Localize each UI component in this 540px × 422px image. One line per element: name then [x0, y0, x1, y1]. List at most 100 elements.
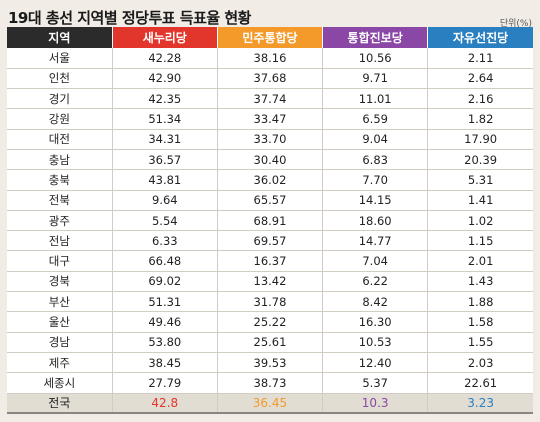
page-title: 19대 총선 지역별 정당투표 득표율 현황 [8, 9, 252, 27]
table-row: 인천 42.90 37.68 9.71 2.64 [7, 68, 533, 90]
cell-tonghap: 7.70 [322, 169, 428, 191]
cell-tonghap: 11.01 [322, 88, 428, 110]
cell-tonghap: 9.04 [322, 129, 428, 150]
cell-minju: 39.53 [216, 352, 323, 374]
table-row: 울산 49.46 25.22 16.30 1.58 [7, 311, 533, 333]
cell-minju: 37.74 [216, 88, 323, 110]
cell-jayu: 2.01 [427, 250, 533, 272]
table-row: 경남 53.80 25.61 10.53 1.55 [7, 332, 533, 353]
cell-saenuri: 6.33 [111, 230, 218, 252]
cell-jayu: 5.31 [427, 169, 533, 191]
header-jayu: 자유선진당 [427, 27, 533, 48]
cell-saenuri: 43.81 [111, 169, 218, 191]
table-row: 부산 51.31 31.78 8.42 1.88 [7, 291, 533, 313]
cell-minju: 25.61 [216, 332, 323, 353]
cell-saenuri: 42.35 [111, 88, 218, 110]
cell-tonghap: 12.40 [322, 352, 428, 374]
cell-region: 강원 [7, 108, 113, 130]
cell-region: 경북 [7, 271, 113, 293]
total-tonghap: 10.3 [322, 392, 428, 415]
cell-region: 경남 [7, 332, 113, 353]
table-row: 광주 5.54 68.91 18.60 1.02 [7, 210, 533, 232]
cell-region: 서울 [7, 48, 113, 69]
cell-jayu: 1.55 [427, 332, 533, 353]
cell-saenuri: 42.90 [111, 68, 218, 90]
table-body: 서울 42.28 38.16 10.56 2.11 인천 42.90 37.68 9.71 2.6… [7, 48, 533, 394]
cell-minju: 25.22 [216, 311, 323, 333]
cell-minju: 68.91 [216, 210, 323, 232]
cell-minju: 36.02 [216, 169, 323, 191]
cell-region: 세종시 [7, 372, 113, 394]
cell-tonghap: 10.53 [322, 332, 428, 353]
cell-jayu: 1.02 [427, 210, 533, 232]
cell-jayu: 2.16 [427, 88, 533, 110]
cell-minju: 33.70 [216, 129, 323, 150]
cell-region: 부산 [7, 291, 113, 313]
table-row: 강원 51.34 33.47 6.59 1.82 [7, 108, 533, 130]
cell-minju: 65.57 [216, 190, 323, 211]
cell-tonghap: 6.59 [322, 108, 428, 130]
cell-minju: 69.57 [216, 230, 323, 252]
cell-region: 울산 [7, 311, 113, 333]
total-saenuri: 42.8 [111, 392, 218, 415]
cell-region: 제주 [7, 352, 113, 374]
vote-share-table: 지역 새누리당 민주통합당 통합진보당 자유선진당 서울 42.28 38.16 10… [7, 27, 533, 415]
cell-tonghap: 5.37 [322, 372, 428, 394]
table-row: 서울 42.28 38.16 10.56 2.11 [7, 48, 533, 69]
cell-saenuri: 51.31 [111, 291, 218, 313]
cell-tonghap: 10.56 [322, 48, 428, 69]
header-saenuri: 새누리당 [111, 27, 218, 48]
cell-region: 경기 [7, 88, 113, 110]
total-jayu: 3.23 [427, 392, 533, 415]
cell-saenuri: 53.80 [111, 332, 218, 353]
cell-region: 인천 [7, 68, 113, 90]
table-row: 제주 38.45 39.53 12.40 2.03 [7, 352, 533, 374]
cell-jayu: 2.11 [427, 48, 533, 69]
header-minju: 민주통합당 [216, 27, 323, 48]
cell-tonghap: 14.77 [322, 230, 428, 252]
cell-tonghap: 7.04 [322, 250, 428, 272]
cell-minju: 33.47 [216, 108, 323, 130]
total-minju: 36.45 [216, 392, 323, 415]
cell-minju: 30.40 [216, 149, 323, 171]
cell-region: 광주 [7, 210, 113, 232]
table-row: 경기 42.35 37.74 11.01 2.16 [7, 88, 533, 110]
cell-jayu: 2.64 [427, 68, 533, 90]
cell-minju: 38.16 [216, 48, 323, 69]
table-row: 전북 9.64 65.57 14.15 1.41 [7, 190, 533, 211]
cell-tonghap: 18.60 [322, 210, 428, 232]
cell-saenuri: 34.31 [111, 129, 218, 150]
cell-saenuri: 27.79 [111, 372, 218, 394]
cell-saenuri: 36.57 [111, 149, 218, 171]
table-row: 대전 34.31 33.70 9.04 17.90 [7, 129, 533, 150]
cell-saenuri: 51.34 [111, 108, 218, 130]
cell-jayu: 1.88 [427, 291, 533, 313]
cell-jayu: 22.61 [427, 372, 533, 394]
table-row: 충북 43.81 36.02 7.70 5.31 [7, 169, 533, 191]
cell-jayu: 2.03 [427, 352, 533, 374]
cell-tonghap: 8.42 [322, 291, 428, 313]
table-row: 충남 36.57 30.40 6.83 20.39 [7, 149, 533, 171]
cell-region: 전북 [7, 190, 113, 211]
cell-region: 대구 [7, 250, 113, 272]
cell-jayu: 17.90 [427, 129, 533, 150]
cell-minju: 37.68 [216, 68, 323, 90]
cell-jayu: 1.82 [427, 108, 533, 130]
table-header-row: 지역 새누리당 민주통합당 통합진보당 자유선진당 [7, 27, 533, 48]
cell-region: 전남 [7, 230, 113, 252]
unit-label: 단위(%) [499, 19, 532, 29]
cell-minju: 38.73 [216, 372, 323, 394]
cell-tonghap: 6.83 [322, 149, 428, 171]
cell-region: 대전 [7, 129, 113, 150]
cell-saenuri: 49.46 [111, 311, 218, 333]
cell-tonghap: 9.71 [322, 68, 428, 90]
cell-jayu: 1.43 [427, 271, 533, 293]
cell-saenuri: 69.02 [111, 271, 218, 293]
total-region: 전국 [7, 392, 113, 415]
table-row: 경북 69.02 13.42 6.22 1.43 [7, 271, 533, 293]
cell-tonghap: 16.30 [322, 311, 428, 333]
cell-saenuri: 38.45 [111, 352, 218, 374]
cell-jayu: 1.58 [427, 311, 533, 333]
cell-tonghap: 6.22 [322, 271, 428, 293]
cell-minju: 13.42 [216, 271, 323, 293]
